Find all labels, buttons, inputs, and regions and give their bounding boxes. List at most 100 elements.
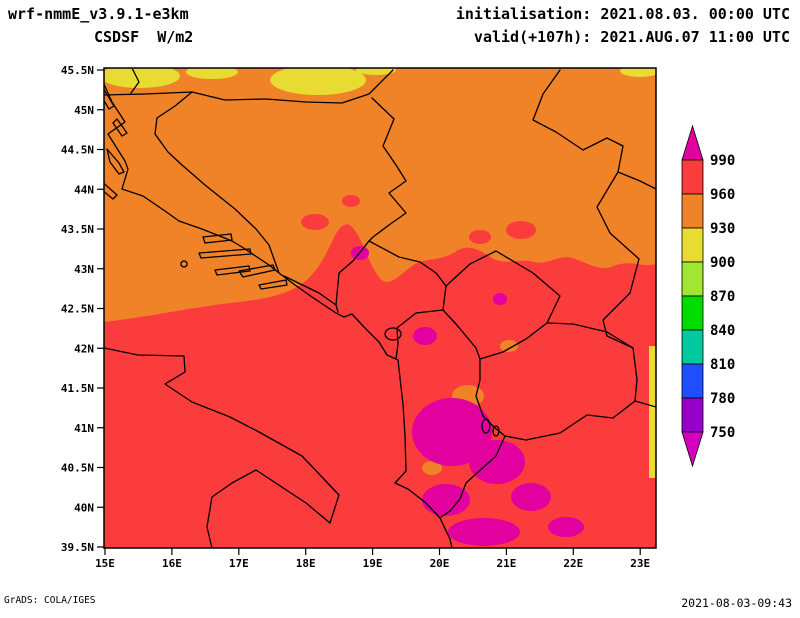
border-serbia-macedonia: [546, 322, 634, 349]
border-montenegro-albania: [395, 309, 444, 360]
border-bulgaria-greece: [634, 400, 656, 408]
colorbar-band: [681, 193, 704, 229]
border-croatia-bosnia-south: [283, 275, 337, 306]
border-bosnia-montenegro: [335, 240, 370, 313]
fill-orange-patch: [422, 461, 442, 475]
variable-label: CSDSF W/m2: [94, 28, 194, 46]
y-tick-label: 41.5N: [61, 382, 94, 395]
fill-red-patch: [301, 214, 329, 230]
y-tick-label: 44N: [74, 183, 94, 196]
island-pag: [106, 148, 125, 175]
fill-red-patch: [469, 230, 491, 244]
island-vis: [180, 260, 188, 268]
fill-yellow-patch: [270, 68, 366, 95]
island-mljet: [258, 279, 288, 290]
y-tick-label: 45N: [74, 104, 94, 117]
fill-magenta-patch: [412, 398, 492, 466]
colorbar-band: [681, 159, 704, 195]
shaded-field: [104, 68, 656, 548]
y-tick-label: 43N: [74, 263, 94, 276]
colorbar-band: [681, 227, 704, 263]
colorbar-band: [681, 363, 704, 399]
y-tick-label: 41N: [74, 422, 94, 435]
x-tick-label: 19E: [363, 557, 383, 570]
fill-yellow-patch: [620, 68, 656, 77]
x-tick-label: 17E: [229, 557, 249, 570]
colorbar-tick-label: 870: [710, 289, 735, 305]
y-tick-label: 45.5N: [61, 64, 94, 77]
fill-magenta-patch: [448, 518, 520, 546]
y-tick-label: 42N: [74, 342, 94, 355]
colorbar-arrow-bottom: [681, 431, 704, 468]
creation-timestamp: 2021-08-03-09:43: [681, 596, 792, 610]
colorbar-tick-label: 810: [710, 357, 735, 373]
border-croatia-north-sava: [104, 69, 394, 104]
colorbar-tick-label: 990: [710, 153, 735, 169]
model-title: wrf-nmmE_v3.9.1-e3km: [8, 5, 189, 23]
x-tick-label: 21E: [496, 557, 516, 570]
fill-magenta-patch: [422, 484, 470, 516]
lake-ohrid: [481, 418, 491, 434]
colorbar-tick-label: 960: [710, 187, 735, 203]
y-tick-label: 40N: [74, 501, 94, 514]
colorbar-arrow-top: [681, 124, 704, 161]
y-tick-label: 40.5N: [61, 462, 94, 475]
colorbar-band: [681, 261, 704, 297]
border-albania-macedonia: [475, 358, 506, 437]
country-borders: [104, 68, 656, 548]
island-brac: [202, 233, 233, 244]
y-tick-label: 43.5N: [61, 223, 94, 236]
colorbar-band: [681, 295, 704, 331]
fill-magenta-patch: [493, 293, 507, 305]
island-dugi-otok: [104, 182, 118, 200]
border-albania-greece: [440, 435, 506, 518]
y-tick-label: 39.5N: [61, 541, 94, 554]
fill-yellow-patch: [186, 68, 238, 79]
lake-prespa: [492, 425, 500, 437]
border-serbia-montenegro: [368, 240, 447, 287]
colorbar-tick-label: 840: [710, 323, 735, 339]
colorbar-band: [681, 397, 704, 433]
coastline-adriatic: [104, 82, 453, 548]
lake-shkodra: [384, 327, 402, 341]
grads-credit: GrADS: COLA/IGES: [4, 595, 96, 606]
y-tick-label: 42.5N: [61, 303, 94, 316]
x-tick-label: 23E: [630, 557, 650, 570]
border-croatia-bosnia-west: [154, 91, 280, 274]
y-tick-label: 44.5N: [61, 144, 94, 157]
x-tick-label: 22E: [563, 557, 583, 570]
border-serbia-bulgaria: [596, 171, 640, 349]
border-serbia-romania-danube: [532, 69, 656, 190]
x-tick-label: 15E: [95, 557, 115, 570]
fill-red-patch: [506, 221, 536, 239]
border-bosnia-serbia-drina: [368, 97, 407, 242]
y-axis: 45.5N 45N 44.5N 44N 43.5N 43N 42.5N 42N 41.5N 41N…: [61, 64, 104, 554]
fill-yellow-patch: [104, 68, 180, 88]
colorbar-tick-label: 900: [710, 255, 735, 271]
fill-magenta-patch: [413, 327, 437, 345]
colorbar-tick-label: 750: [710, 425, 735, 441]
x-tick-label: 16E: [162, 557, 182, 570]
colorbar-tick-label: 780: [710, 391, 735, 407]
fill-magenta-patch: [511, 483, 551, 511]
valid-time-label: valid(+107h): 2021.AUG.07 11:00 UTC: [473, 28, 790, 46]
coastline-italy-heel: [104, 347, 340, 548]
fill-red-patch: [342, 195, 360, 207]
colorbar-band: [681, 329, 704, 365]
peninsula-peljesac: [238, 264, 276, 278]
border-macedonia-bulgaria: [632, 347, 638, 402]
border-kosovo: [442, 250, 561, 360]
fill-magenta-patch: [548, 517, 584, 537]
fill-magenta-patch: [469, 440, 525, 484]
border-slovenia-croatia: [130, 68, 140, 94]
initialisation-label: initialisation: 2021.08.03. 00:00 UTC: [455, 5, 790, 23]
x-tick-label: 20E: [430, 557, 450, 570]
island-korcula: [214, 265, 251, 276]
colorbar-tick-label: 930: [710, 221, 735, 237]
colorbar: 990 960 930 900 870 840 810 780 750: [681, 124, 735, 468]
border-macedonia-greece: [504, 400, 636, 441]
x-tick-label: 18E: [296, 557, 316, 570]
fill-yellow-patch: [356, 68, 396, 75]
x-axis: 15E 16E 17E 18E 19E 20E 21E 22E 23E: [95, 548, 650, 570]
